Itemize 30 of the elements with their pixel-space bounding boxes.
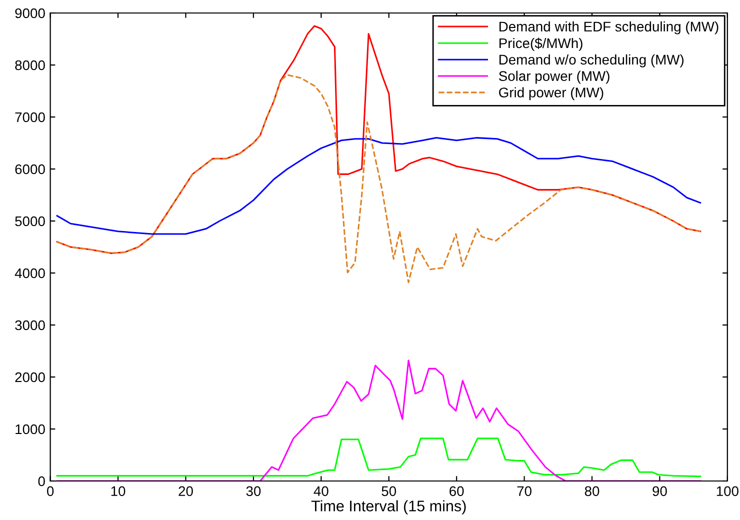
y-tick-label: 9000 — [15, 8, 45, 18]
legend-label: Grid power (MW) — [499, 87, 604, 100]
x-tick-label: 50 — [382, 486, 396, 496]
y-tick-label: 5000 — [15, 216, 45, 226]
x-tick-label: 10 — [111, 486, 126, 496]
y-tick-label: 0 — [38, 476, 45, 486]
x-tick-label: 40 — [314, 486, 328, 496]
legend-label: Demand w/o scheduling (MW) — [499, 54, 684, 68]
line-series — [56, 360, 702, 481]
y-tick-label: 3000 — [15, 320, 45, 330]
y-tick-label: 4000 — [14, 268, 45, 278]
line-series — [56, 438, 702, 478]
x-tick-label: 60 — [450, 486, 464, 496]
y-tick-label: 8000 — [15, 60, 45, 70]
x-tick-label: 30 — [246, 486, 261, 496]
legend-label: Price($/MWh) — [499, 38, 582, 51]
legend-label: Solar power (MW) — [498, 70, 610, 84]
legend-label: Demand with EDF scheduling (MW) — [499, 21, 718, 34]
x-tick-label: 90 — [652, 486, 667, 496]
x-tick-label: 20 — [178, 486, 193, 496]
y-tick-label: 6000 — [15, 164, 45, 174]
x-tick-label: 100 — [716, 486, 738, 496]
x-tick-label: 0 — [47, 486, 54, 496]
y-tick-label: 7000 — [15, 112, 45, 122]
y-tick-label: 2000 — [15, 372, 45, 382]
x-tick-label: 70 — [517, 486, 532, 496]
x-tick-label: 80 — [584, 486, 600, 496]
y-tick-label: 1000 — [16, 424, 45, 434]
x-axis-title: Time Interval (15 mins) — [311, 500, 466, 514]
line-series — [56, 137, 702, 235]
